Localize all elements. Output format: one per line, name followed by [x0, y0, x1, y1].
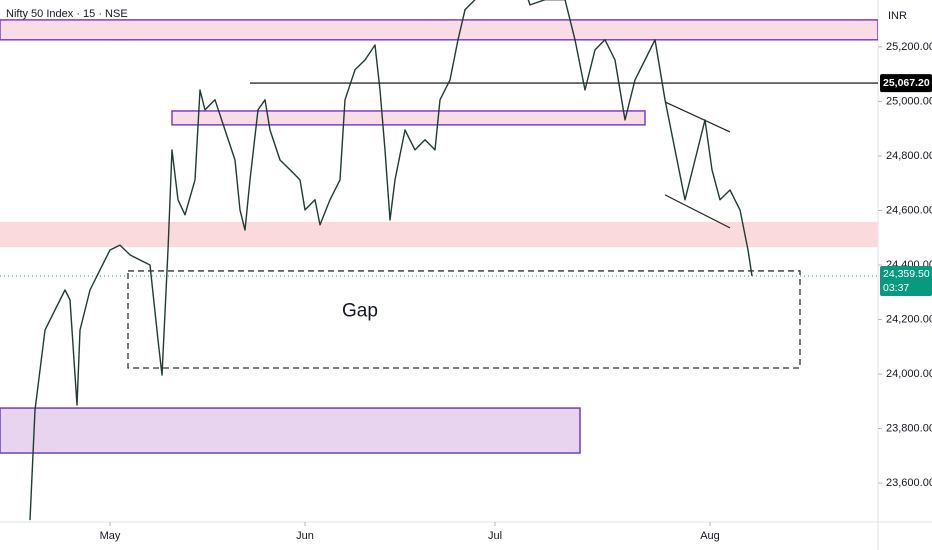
zone — [0, 407, 581, 454]
zone — [171, 110, 646, 126]
y-tick-label: 23,800.00 — [886, 422, 932, 434]
zone — [0, 19, 878, 41]
countdown: 03:37 — [883, 282, 909, 294]
level-badge — [880, 74, 932, 93]
level-label: 25,067.20 — [883, 77, 930, 89]
y-tick-label: 24,000.00 — [886, 368, 932, 380]
price-line — [29, 0, 753, 521]
x-tick-label: Aug — [700, 530, 720, 542]
last-price-badge — [880, 265, 932, 296]
last-price-label: 24,359.50 — [883, 268, 930, 280]
chart-title: Nifty 50 Index · 15 · NSE — [6, 8, 128, 20]
x-tick-label: Jul — [488, 530, 502, 542]
y-tick-label: 25,200.00 — [886, 41, 932, 53]
zone — [127, 270, 801, 369]
currency: INR — [888, 10, 907, 22]
trendline — [664, 101, 731, 133]
zone — [0, 221, 878, 247]
x-tick-label: May — [100, 530, 121, 542]
y-tick-label: 24,600.00 — [886, 204, 932, 216]
plot — [0, 0, 878, 521]
y-tick-label: 25,000.00 — [886, 95, 932, 107]
trendline — [664, 194, 731, 229]
y-tick-label: 23,600.00 — [886, 477, 932, 489]
y-tick-label: 24,200.00 — [886, 313, 932, 325]
gap-label: Gap — [342, 300, 378, 321]
x-tick-label: Jun — [296, 530, 314, 542]
y-tick-label: 24,800.00 — [886, 150, 932, 162]
